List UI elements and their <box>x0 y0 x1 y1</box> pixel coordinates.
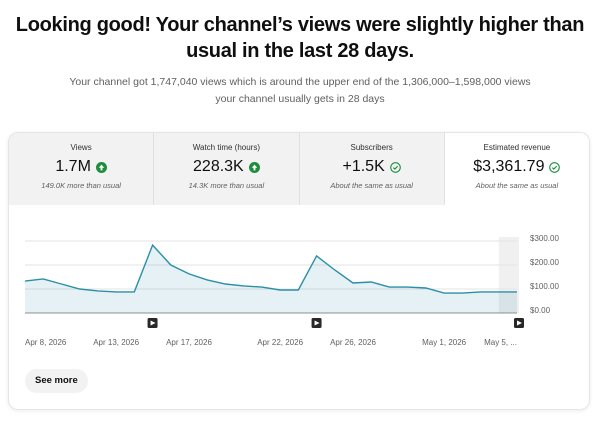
y-tick-label: $200.00 <box>530 258 559 267</box>
incomplete-data-shade <box>498 237 519 313</box>
x-tick-label: May 5, ... <box>484 338 517 347</box>
metric-note: 14.3K more than usual <box>188 181 265 190</box>
summary: Your channel got 1,747,040 views which i… <box>69 76 531 105</box>
metric-value-row: $3,361.79 <box>445 158 589 176</box>
metric-note: 149.0K more than usual <box>41 181 121 190</box>
check-icon <box>389 161 401 173</box>
metric-card[interactable]: Watch time (hours) 228.3K 14.3K more than … <box>154 133 300 205</box>
metric-label: Views <box>70 143 92 152</box>
metric-card[interactable]: Subscribers +1.5K About the same as usual <box>299 133 445 205</box>
up-icon <box>95 161 107 173</box>
line-area <box>25 245 517 313</box>
metric-value-row: 1.7M <box>9 158 153 176</box>
y-tick-label: $300.00 <box>530 234 559 243</box>
metric-value-row: 228.3K <box>154 158 298 176</box>
x-tick-label: Apr 8, 2026 <box>25 338 67 347</box>
metric-card[interactable]: Views 1.7M 149.0K more than usual <box>9 133 155 205</box>
metric-note: About the same as usual <box>475 181 559 190</box>
metric-label: Subscribers <box>350 143 393 152</box>
up-icon <box>248 161 260 173</box>
video-marker-play <box>150 320 156 326</box>
video-marker-play <box>517 320 522 326</box>
x-tick-label: Apr 26, 2026 <box>330 338 376 347</box>
metric-value: +1.5K <box>342 158 385 175</box>
metric-value: $3,361.79 <box>473 158 545 175</box>
analytics-panel: Views 1.7M 149.0K more than usual Watch tim… <box>8 132 590 410</box>
x-tick-label: May 1, 2026 <box>422 338 467 347</box>
y-tick-label: $0.00 <box>530 306 551 315</box>
x-tick-label: Apr 22, 2026 <box>257 338 303 347</box>
metric-note: About the same as usual <box>330 181 413 190</box>
chart: $0.00 $100.00 $200.00 $300.00 Apr 8, 2026 Apr… <box>24 234 559 347</box>
line <box>24 243 517 294</box>
metric-label: Watch time (hours) <box>192 143 261 152</box>
metric-value: 228.3K <box>193 158 244 175</box>
x-tick-label: Apr 13, 2026 <box>93 338 139 347</box>
y-tick-label: $100.00 <box>530 282 559 291</box>
video-marker-play <box>314 320 320 326</box>
see-more-button[interactable]: See more <box>25 369 88 393</box>
metric-value: 1.7M <box>55 158 91 175</box>
x-tick-label: Apr 17, 2026 <box>166 338 212 347</box>
metric-card[interactable]: Estimated revenue $3,361.79 About the same… <box>444 133 589 205</box>
check-icon <box>549 161 561 173</box>
metric-label: Estimated revenue <box>483 143 551 152</box>
metric-value-row: +1.5K <box>300 158 444 176</box>
headline: Looking good! Your channel’s views were … <box>15 14 585 62</box>
metric-cards: Views 1.7M 149.0K more than usual Watch tim… <box>9 133 589 205</box>
